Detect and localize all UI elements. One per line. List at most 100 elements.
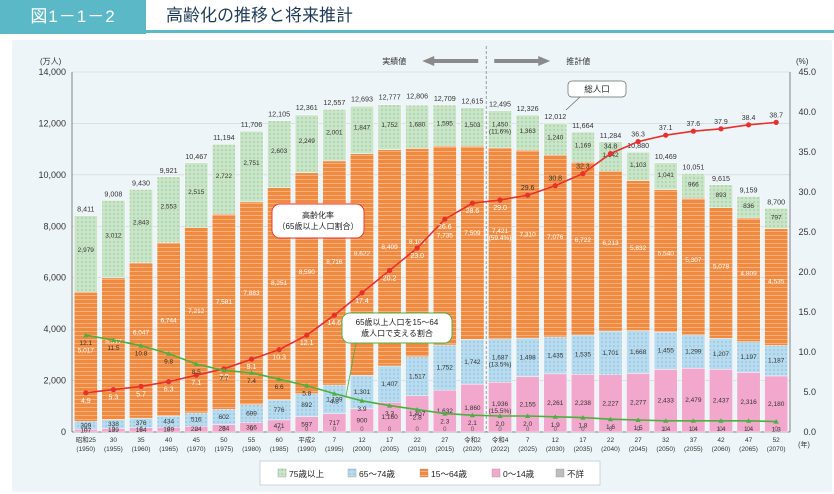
segment-label-unknown: 0 — [471, 427, 475, 433]
bar-segment-age-15-64 — [764, 228, 788, 346]
segment-label-age-15-64: 6,213 — [602, 240, 619, 247]
support-ratio-point — [166, 351, 172, 356]
legend-box — [259, 460, 601, 486]
aging-rate-label: 5.3 — [109, 395, 119, 402]
support-ratio-point — [745, 418, 752, 423]
x-tick-era-label: 12 — [358, 437, 366, 444]
segment-label-age-75-plus: 2,843 — [133, 219, 150, 226]
x-tick-year-label: (1955) — [104, 446, 123, 453]
segment-label-age-75-plus: 1,595 — [437, 121, 454, 128]
segment-label-age-15-64: 7,581 — [216, 299, 233, 306]
x-tick-year-label: (2015) — [435, 446, 454, 453]
bar-total-label: 10,467 — [185, 152, 207, 161]
aging-rate-point — [83, 390, 89, 396]
x-tick-era-label: 30 — [110, 437, 118, 444]
aging-rate-point — [276, 347, 282, 353]
bar-segment-age-75-plus — [709, 184, 733, 208]
x-tick-era-label: 令和4 — [492, 435, 509, 444]
x-tick-era-label: 60 — [275, 437, 283, 444]
bar-total-label: 12,012 — [544, 112, 566, 121]
x-tick-era-label: 12 — [552, 437, 560, 444]
support-ratio-label: 2.1 — [468, 420, 477, 427]
bar-segment-age-75-plus — [598, 141, 623, 172]
x-tick-year-label: (2035) — [573, 446, 592, 453]
x-tick-era-label: 50 — [220, 437, 228, 444]
bar-segment-age-75-plus — [129, 189, 153, 263]
segment-label-age-15-64: 5,517 — [105, 339, 122, 346]
segment-label-age-75-plus: 797 — [771, 215, 782, 222]
y-right-tick-label: 0.0 — [803, 427, 816, 437]
aging-rate-callout-text: 高齢化率 — [302, 210, 334, 220]
support-ratio-callout-text: 65歳以上人口を15～64 — [356, 317, 439, 327]
segment-label-unknown: 0 — [277, 427, 281, 433]
x-tick-year-label: (2010) — [408, 446, 427, 453]
segment-label-age-75-plus: 2,001 — [326, 130, 343, 137]
segment-label-unknown: 0 — [195, 427, 199, 433]
support-ratio-label: 7.7 — [219, 375, 228, 382]
x-tick-era-label: 42 — [717, 437, 725, 444]
aging-rate-label: 26.6 — [438, 224, 452, 231]
y-right-tick-label: 45.0 — [798, 67, 816, 77]
y-right-tick-label: 15.0 — [798, 307, 816, 317]
support-ratio-point — [221, 367, 227, 373]
support-ratio-point — [248, 370, 255, 375]
segment-label-unknown: 0 — [250, 427, 254, 433]
bar-segment-age-15-64 — [653, 189, 678, 333]
aging-rate-point — [110, 387, 117, 393]
segment-label-age-65-74: 1,517 — [409, 373, 426, 380]
segment-label-age-0-14: 1,860 — [464, 405, 481, 412]
bar-total-label: 12,361 — [296, 103, 318, 112]
y-left-tick-label: 6,000 — [43, 273, 66, 283]
segment-label-age-15-64: 5,307 — [685, 257, 702, 264]
segment-label-age-0-14: 164 — [136, 427, 147, 434]
segment-label-age-65-74: 1,197 — [740, 354, 757, 361]
aging-rate-label: 29.6 — [521, 185, 535, 192]
segment-label-unknown: 0 — [84, 427, 88, 433]
segment-label-unknown: 0 — [139, 427, 143, 433]
support-ratio-label: 5.8 — [302, 391, 311, 398]
support-ratio-point — [773, 419, 779, 424]
segment-label-age-0-14: 224 — [191, 426, 202, 433]
segment-label-age-15-64: 7,735 — [437, 233, 454, 240]
segment-label-age-75-plus: 2,553 — [161, 203, 178, 210]
aging-rate-point — [193, 372, 199, 378]
total-callout-pointer — [565, 96, 581, 111]
segment-label-age-15-64: 4,809 — [740, 271, 757, 278]
bar-total-label: 9,430 — [132, 179, 150, 188]
x-tick-era-label: 27 — [634, 437, 642, 444]
aging-rate-label: 30.8 — [548, 176, 562, 183]
segment-label-unknown: 0 — [692, 427, 696, 433]
aging-rate-label: 9.1 — [247, 364, 257, 371]
bar-segment-age-75-plus — [350, 105, 374, 154]
bar-segment-age-75-plus — [515, 114, 540, 151]
bar-segment-age-75-plus — [405, 105, 429, 149]
segment-label-age-15-64: 4,535 — [768, 278, 785, 285]
segment-label-age-0-14: 1,936 — [492, 401, 509, 408]
segment-label-age-65-74: (13.5%) — [489, 362, 512, 369]
bar-segment-age-15-64 — [322, 160, 347, 386]
bar-total-label: 11,706 — [241, 120, 262, 129]
segment-label-age-0-14: 2,277 — [630, 400, 647, 407]
x-tick-year-label: (1980) — [242, 446, 261, 453]
segment-label-age-75-plus: 2,722 — [216, 173, 233, 180]
aging-rate-label: 38.4 — [742, 115, 756, 122]
x-tick-year-label: (1975) — [214, 446, 233, 453]
bar-segment-age-75-plus — [101, 200, 126, 279]
segment-label-unknown: 0 — [388, 427, 392, 433]
x-tick-era-label: 17 — [386, 437, 394, 444]
segment-label-age-75-plus: 1,450 — [492, 122, 509, 129]
aging-rate-label: 36.3 — [631, 132, 645, 139]
aging-rate-point — [663, 132, 669, 138]
segment-label-age-75-plus: 1,847 — [354, 125, 371, 132]
segment-label-age-65-74: 1,535 — [575, 352, 592, 359]
figure-header: 図1－1－2 高齢化の推移と将来推計 — [0, 0, 834, 34]
segment-label-age-65-74: 338 — [108, 421, 119, 428]
support-ratio-point — [193, 361, 199, 366]
segment-label-age-65-74: 1,752 — [437, 365, 454, 372]
x-tick-year-label: (2040) — [601, 446, 620, 453]
segment-label-age-0-14: 2,316 — [740, 399, 757, 406]
projected-annotation: 推計値 — [566, 56, 590, 66]
segment-label-age-15-64: (59.4%) — [489, 235, 512, 242]
bar-segment-age-15-64 — [626, 180, 650, 331]
support-ratio-label: 12.1 — [79, 340, 92, 347]
